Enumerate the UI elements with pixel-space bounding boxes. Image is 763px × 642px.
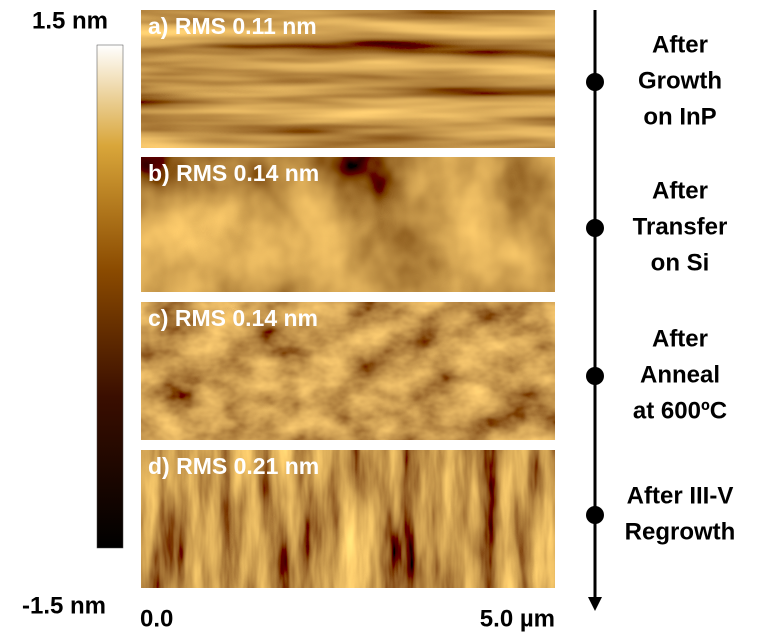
colorbar-min: -1.5 nm [22,592,106,619]
timeline-dot [586,506,604,524]
timeline-label: Transfer [633,213,728,240]
afm-texture [141,450,555,588]
timeline-label: Anneal [640,361,720,388]
timeline-label: Growth [638,67,722,94]
timeline-label: on Si [651,249,710,276]
timeline-label: After [652,31,708,58]
colorbar-max: 1.5 nm [32,7,108,34]
panel-label: d) RMS 0.21 nm [148,453,319,479]
panel-label: a) RMS 0.11 nm [148,13,317,39]
panels: a) RMS 0.11 nm b) RMS 0.14 nm c) RMS 0.14 … [141,10,555,588]
timeline-label: After [652,177,708,204]
scale-end: 5.0 µm [480,605,555,632]
timeline-label: After [652,325,708,352]
afm-texture [141,157,555,292]
timeline-dot [586,219,604,237]
timeline-dot [586,367,604,385]
scale-start: 0.0 [140,605,173,632]
panel-label: b) RMS 0.14 nm [148,160,319,186]
timeline-label: Regrowth [625,518,736,545]
afm-texture [141,302,555,440]
panel-label: c) RMS 0.14 nm [148,305,318,331]
timeline-label: After III-V [627,482,734,509]
timeline-dot [586,73,604,91]
afm-texture [141,10,555,148]
colorbar [96,44,124,549]
timeline-label: on InP [643,103,716,130]
timeline: After Growth on InP After Transfer on Si After… [586,31,735,545]
timeline-arrow [588,597,602,611]
timeline-label: at 600ºC [633,397,727,424]
